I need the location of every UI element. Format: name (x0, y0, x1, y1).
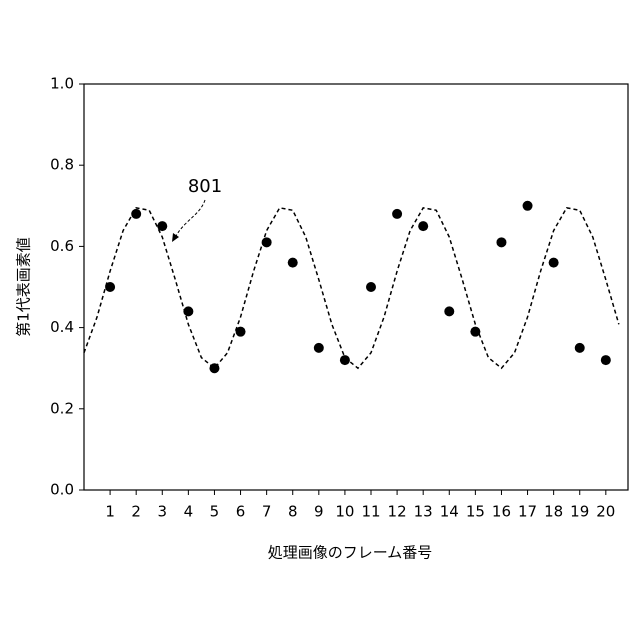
x-tick-label: 14 (440, 503, 459, 521)
data-point (236, 327, 246, 337)
x-tick-label: 10 (335, 503, 354, 521)
data-point (601, 355, 611, 365)
fitted-curve (84, 208, 619, 368)
data-point (157, 221, 167, 231)
annotation: 801 (188, 176, 222, 197)
data-point (418, 221, 428, 231)
x-tick-label: 19 (570, 503, 589, 521)
annotation-arrow (176, 200, 205, 236)
data-point (131, 209, 141, 219)
data-point (444, 306, 454, 316)
plot-frame (84, 84, 628, 490)
data-point (314, 343, 324, 353)
x-tick-label: 20 (596, 503, 615, 521)
data-point (262, 237, 272, 247)
y-tick-label: 0.6 (50, 237, 74, 255)
data-point (575, 343, 585, 353)
y-tick-label: 0.4 (50, 318, 74, 336)
x-tick-label: 9 (314, 503, 324, 521)
x-tick-label: 17 (518, 503, 537, 521)
x-tick-label: 7 (262, 503, 272, 521)
data-point (209, 363, 219, 373)
x-tick-label: 15 (466, 503, 485, 521)
y-tick-label: 0.2 (50, 399, 74, 417)
y-axis-label: 第1代表画素値 (15, 237, 33, 337)
data-point (183, 306, 193, 316)
data-point (288, 258, 298, 268)
x-tick-label: 2 (131, 503, 141, 521)
x-tick-label: 16 (492, 503, 511, 521)
x-tick-label: 8 (288, 503, 298, 521)
data-point (470, 327, 480, 337)
y-tick-label: 1.0 (50, 75, 74, 93)
y-tick-label: 0.8 (50, 156, 74, 174)
x-tick-label: 11 (361, 503, 380, 521)
annotation-arrowhead (172, 233, 179, 242)
x-tick-label: 5 (210, 503, 220, 521)
data-point (366, 282, 376, 292)
x-tick-label: 18 (544, 503, 563, 521)
x-tick-label: 12 (388, 503, 407, 521)
data-point (392, 209, 402, 219)
y-tick-label: 0.0 (50, 481, 74, 499)
x-axis-label: 処理画像のフレーム番号 (268, 544, 433, 562)
x-tick-label: 6 (236, 503, 246, 521)
x-tick-label: 3 (157, 503, 167, 521)
chart: 第1代表画素値 処理画像のフレーム番号 801 0.0 0.2 0.4 0.6 0.8 1… (0, 0, 640, 640)
x-tick-label: 1 (105, 503, 115, 521)
data-point (340, 355, 350, 365)
data-point (496, 237, 506, 247)
x-tick-label: 4 (184, 503, 194, 521)
data-point (549, 258, 559, 268)
page: 第1代表画素値 処理画像のフレーム番号 801 0.0 0.2 0.4 0.6 0.8 1… (0, 0, 640, 640)
data-point (105, 282, 115, 292)
data-point (523, 201, 533, 211)
x-tick-label: 13 (414, 503, 433, 521)
